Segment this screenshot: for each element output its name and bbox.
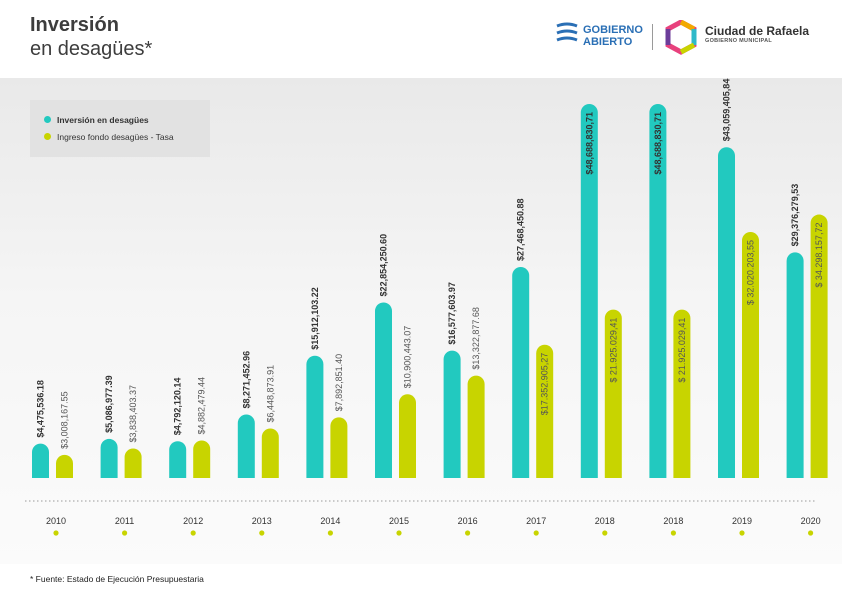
- x-tick-dot-0: [53, 530, 59, 536]
- bar-inversion-2: [169, 441, 187, 478]
- x-tick-label-6: 2016: [458, 516, 478, 526]
- data-label-inversion-7: $27,468,450.88: [516, 198, 526, 261]
- chart-panel: [0, 78, 842, 564]
- bar-ingreso-9: [673, 309, 691, 478]
- bar-ingreso-7: [536, 344, 554, 478]
- bar-ingreso-10: [742, 232, 759, 478]
- x-tick-dot-11: [808, 530, 814, 536]
- data-label-ingreso-8: $ 21.925.029,41: [608, 318, 618, 383]
- data-label-ingreso-2: $4,882,479.44: [197, 377, 207, 435]
- x-tick-dot-6: [465, 530, 471, 536]
- x-tick-dot-10: [739, 530, 745, 536]
- legend-label-inversion: Inversión en desagües: [57, 114, 149, 125]
- x-tick-label-4: 2014: [320, 516, 340, 526]
- data-label-ingreso-3: $6,448,873.91: [265, 365, 275, 423]
- bar-ingreso-0: [56, 454, 73, 478]
- data-label-inversion-4: $15,912,103.22: [310, 287, 320, 350]
- gobierno-abierto-text: GOBIERNO ABIERTO: [583, 24, 663, 48]
- x-tick-label-11: 2020: [801, 516, 821, 526]
- x-tick-label-7: 2017: [526, 516, 546, 526]
- bar-inversion-5: [375, 302, 392, 478]
- x-tick-label-8: 2018: [595, 516, 615, 526]
- source-footnote: * Fuente: Estado de Ejecución Presupuest…: [30, 574, 204, 584]
- legend-swatch-ingreso: [44, 133, 51, 141]
- data-label-inversion-6: $16,577,603.97: [447, 282, 457, 345]
- x-tick-dot-8: [602, 530, 608, 536]
- data-label-inversion-11: $29,376,279,53: [790, 184, 800, 247]
- logo-divider: [652, 24, 653, 50]
- bar-ingreso-3: [261, 428, 279, 478]
- ciudad-rafaela-logo-icon: [665, 20, 697, 55]
- data-label-inversion-3: $8,271,452.96: [241, 351, 251, 409]
- x-tick-label-10: 2019: [732, 516, 752, 526]
- bar-inversion-9: [649, 104, 667, 478]
- ciudad-rafaela-text: Ciudad de Rafaela GOBIERNO MUNICIPAL: [705, 24, 825, 44]
- legend-item-ingreso: Ingreso fondo desagües - Tasa: [44, 131, 174, 142]
- x-tick-label-3: 2013: [252, 516, 272, 526]
- bar-ingreso-6: [467, 375, 485, 478]
- data-label-ingreso-5: $10,900,443.07: [403, 326, 413, 389]
- page-subtitle: en desagües*: [30, 38, 153, 60]
- x-tick-dot-2: [190, 530, 196, 536]
- data-label-ingreso-7: $17.352.905,27: [540, 353, 550, 416]
- x-tick-dot-9: [670, 530, 677, 536]
- chart-legend: Inversión en desagües Ingreso fondo desa…: [30, 100, 210, 157]
- data-label-ingreso-1: $3,838,403.37: [128, 385, 138, 443]
- x-tick-dot-1: [122, 530, 128, 536]
- legend-swatch-inversion: [44, 116, 51, 124]
- bar-inversion-4: [306, 355, 324, 478]
- bar-inversion-7: [512, 267, 530, 478]
- x-tick-label-2: 2012: [183, 516, 203, 526]
- data-label-inversion-8: $48,688,830,71: [584, 112, 594, 175]
- data-label-ingreso-0: $3,008,167.55: [60, 391, 70, 449]
- legend-label-ingreso: Ingreso fondo desagües - Tasa: [57, 131, 174, 142]
- data-label-ingreso-9: $ 21.925.029,41: [677, 318, 687, 383]
- bar-ingreso-11: [810, 214, 828, 478]
- bar-inversion-1: [100, 438, 118, 478]
- x-tick-dot-7: [533, 530, 539, 536]
- data-label-inversion-0: $4,475,536.18: [36, 380, 46, 438]
- gobierno-abierto-line2: ABIERTO: [583, 36, 633, 48]
- bar-ingreso-2: [193, 440, 211, 478]
- data-label-ingreso-6: $13,322,877.68: [471, 307, 481, 370]
- ciudad-rafaela-subtitle: GOBIERNO MUNICIPAL: [705, 38, 773, 44]
- data-label-inversion-9: $48,688,830,71: [653, 112, 663, 175]
- x-tick-dot-3: [259, 530, 265, 536]
- bar-inversion-8: [580, 104, 598, 478]
- x-tick-dot-5: [396, 530, 402, 536]
- bar-inversion-6: [443, 350, 461, 478]
- x-tick-label-0: 2010: [46, 516, 66, 526]
- bar-inversion-3: [237, 414, 255, 478]
- data-label-inversion-1: $5,086,977.39: [104, 375, 114, 433]
- data-label-ingreso-10: $ 32.020.203,55: [746, 240, 756, 305]
- bar-ingreso-5: [399, 394, 416, 478]
- bar-inversion-0: [32, 443, 49, 478]
- page-title: Inversión: [30, 14, 119, 36]
- data-label-inversion-10: $43,059,405,84: [722, 79, 732, 142]
- ciudad-rafaela-name: Ciudad de Rafaela: [705, 24, 810, 38]
- data-label-inversion-5: $22,854,250.60: [379, 234, 389, 297]
- bar-ingreso-1: [124, 448, 142, 478]
- data-label-inversion-2: $4,792,120.14: [173, 378, 183, 436]
- bar-ingreso-8: [604, 309, 622, 478]
- data-label-ingreso-4: $7,892,851.40: [334, 354, 344, 412]
- bar-inversion-10: [718, 147, 735, 478]
- x-tick-label-1: 2011: [115, 516, 134, 526]
- x-tick-label-5: 2015: [389, 516, 409, 526]
- x-tick-label-9: 2018: [663, 516, 683, 526]
- bar-inversion-11: [786, 252, 804, 478]
- legend-item-inversion: Inversión en desagües: [44, 114, 149, 125]
- gobierno-abierto-logo-icon: [556, 22, 578, 42]
- bar-ingreso-4: [330, 417, 348, 478]
- x-tick-dot-4: [327, 530, 333, 536]
- data-label-ingreso-11: $ 34.298.157,72: [814, 223, 824, 288]
- gobierno-abierto-line1: GOBIERNO: [583, 24, 643, 36]
